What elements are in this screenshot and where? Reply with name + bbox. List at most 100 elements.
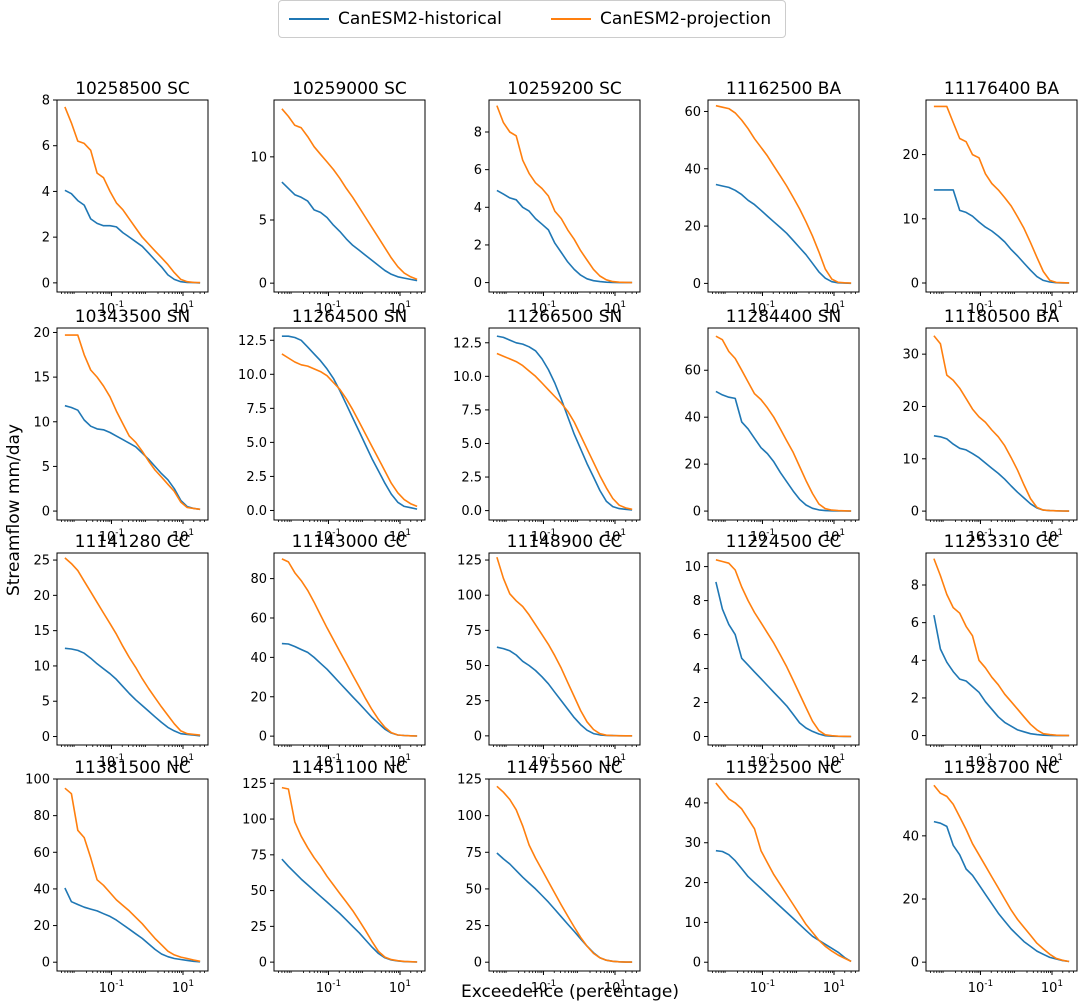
x-tick-label: 10-1 bbox=[968, 300, 994, 317]
x-tick-label: 101 bbox=[172, 753, 194, 770]
y-tick-label: 6 bbox=[911, 616, 919, 631]
x-tick-label: 101 bbox=[389, 528, 411, 545]
panel-title: 11148900 CC bbox=[507, 532, 623, 552]
panel-title: 11143000 CC bbox=[292, 532, 408, 552]
y-tick-label: 10 bbox=[902, 452, 919, 467]
legend-label-historical: CanESM2-historical bbox=[338, 9, 502, 29]
panel-title: 11475560 NC bbox=[506, 758, 623, 778]
x-tick-label: 101 bbox=[604, 300, 626, 317]
y-tick-label: 5 bbox=[259, 214, 267, 229]
chart-panel: 11180500 BA 0 10 20 30 10-1 101 bbox=[902, 307, 1078, 545]
historical-series-line bbox=[281, 858, 418, 963]
y-tick-label: 20 bbox=[684, 220, 701, 235]
y-tick-label: 4 bbox=[693, 662, 701, 677]
chart-panel: 10259000 SC 0 5 10 10-1 101 bbox=[250, 79, 426, 317]
projection-series-line bbox=[715, 335, 852, 512]
y-tick-label: 0 bbox=[693, 956, 701, 971]
x-tick-label: 10-1 bbox=[750, 979, 776, 996]
y-tick-label: 0 bbox=[42, 505, 50, 520]
panel-title: 10343500 SN bbox=[75, 307, 190, 327]
historical-series-line bbox=[281, 181, 418, 282]
chart-panel: 11253310 CC 0 2 4 6 8 10-1 101 bbox=[911, 532, 1078, 770]
y-tick-label: 10 bbox=[902, 212, 919, 227]
y-tick-label: 80 bbox=[33, 809, 50, 824]
x-axis-label: Exceedence (percentage) bbox=[460, 982, 680, 1002]
x-tick-label: 101 bbox=[823, 979, 845, 996]
legend-item-historical: CanESM2-historical bbox=[289, 8, 502, 30]
x-tick-label: 10-1 bbox=[531, 753, 557, 770]
y-tick-label: 6 bbox=[474, 163, 482, 178]
y-tick-label: 0 bbox=[474, 956, 482, 971]
y-tick-label: 20 bbox=[902, 893, 919, 908]
legend-item-projection: CanESM2-projection bbox=[551, 8, 771, 30]
y-tick-label: 0 bbox=[693, 505, 701, 520]
panel-title: 11266500 SN bbox=[507, 307, 622, 327]
plot-frame bbox=[56, 778, 209, 972]
panel-title: 11528700 NC bbox=[943, 758, 1060, 778]
y-tick-label: 0 bbox=[42, 730, 50, 745]
projection-series-line bbox=[64, 106, 201, 284]
projection-series-line bbox=[281, 108, 418, 281]
y-tick-label: 10.0 bbox=[453, 370, 482, 385]
plot-frame bbox=[707, 327, 860, 521]
historical-series-line bbox=[281, 335, 418, 510]
x-tick-label: 101 bbox=[823, 300, 845, 317]
y-tick-label: 7.5 bbox=[461, 403, 482, 418]
y-tick-label: 25 bbox=[250, 920, 267, 935]
panel-title: 11176400 BA bbox=[944, 79, 1060, 99]
x-tick-label: 10-1 bbox=[316, 753, 342, 770]
plot-frame bbox=[273, 778, 426, 972]
y-tick-label: 10 bbox=[33, 659, 50, 674]
y-tick-label: 125 bbox=[242, 777, 267, 792]
y-tick-label: 0 bbox=[911, 956, 919, 971]
y-tick-label: 10 bbox=[684, 560, 701, 575]
y-tick-label: 8 bbox=[42, 94, 50, 109]
y-tick-label: 2 bbox=[474, 238, 482, 253]
x-tick-label: 101 bbox=[604, 979, 626, 996]
projection-series-line bbox=[933, 335, 1070, 512]
x-tick-label: 101 bbox=[1041, 979, 1063, 996]
panel-title: 11451100 NC bbox=[291, 758, 408, 778]
y-tick-label: 2.5 bbox=[246, 470, 267, 485]
chart-panel: 11522500 NC 0 10 20 30 40 10-1 101 bbox=[684, 758, 860, 996]
panel-title: 11162500 BA bbox=[726, 79, 842, 99]
historical-series-line bbox=[64, 404, 201, 511]
plot-frame bbox=[707, 778, 860, 972]
historical-series-line bbox=[933, 614, 1070, 737]
y-tick-label: 40 bbox=[902, 829, 919, 844]
projection-series-line bbox=[281, 353, 418, 508]
y-tick-label: 20 bbox=[33, 919, 50, 934]
y-tick-label: 40 bbox=[684, 796, 701, 811]
x-tick-label: 10-1 bbox=[531, 300, 557, 317]
historical-series-line bbox=[715, 183, 852, 285]
panel-title: 11264500 SN bbox=[292, 307, 407, 327]
y-tick-label: 20 bbox=[902, 148, 919, 163]
panel-title: 11253310 CC bbox=[944, 532, 1060, 552]
x-tick-label: 101 bbox=[1041, 528, 1063, 545]
panel-title: 10259000 SC bbox=[292, 79, 407, 99]
x-tick-label: 101 bbox=[604, 753, 626, 770]
plot-frame bbox=[273, 552, 426, 746]
chart-panel: 11224500 CC 0 2 4 6 8 10 10-1 101 bbox=[684, 532, 860, 770]
historical-series-line bbox=[715, 849, 852, 963]
chart-panel: 11451100 NC 0 25 50 75 100 125 10-1 101 bbox=[242, 758, 426, 996]
chart-panel: 10258500 SC 0 2 4 6 8 10-1 101 bbox=[42, 79, 209, 317]
y-tick-label: 60 bbox=[33, 846, 50, 861]
y-tick-label: 0 bbox=[474, 276, 482, 291]
y-tick-label: 5 bbox=[42, 460, 50, 475]
y-tick-label: 25 bbox=[465, 694, 482, 709]
chart-panel: 11381500 NC 0 20 40 60 80 100 10-1 101 bbox=[25, 758, 209, 996]
plot-frame bbox=[488, 778, 641, 972]
y-tick-label: 20 bbox=[33, 589, 50, 604]
y-tick-label: 2 bbox=[42, 231, 50, 246]
y-tick-label: 20 bbox=[902, 400, 919, 415]
y-tick-label: 6 bbox=[42, 139, 50, 154]
plot-frame bbox=[273, 99, 426, 293]
y-tick-label: 50 bbox=[465, 659, 482, 674]
y-tick-label: 80 bbox=[250, 572, 267, 587]
y-tick-label: 50 bbox=[465, 882, 482, 897]
panel-title: 10259200 SC bbox=[507, 79, 622, 99]
y-tick-label: 125 bbox=[457, 554, 482, 569]
historical-series-line bbox=[933, 189, 1070, 284]
